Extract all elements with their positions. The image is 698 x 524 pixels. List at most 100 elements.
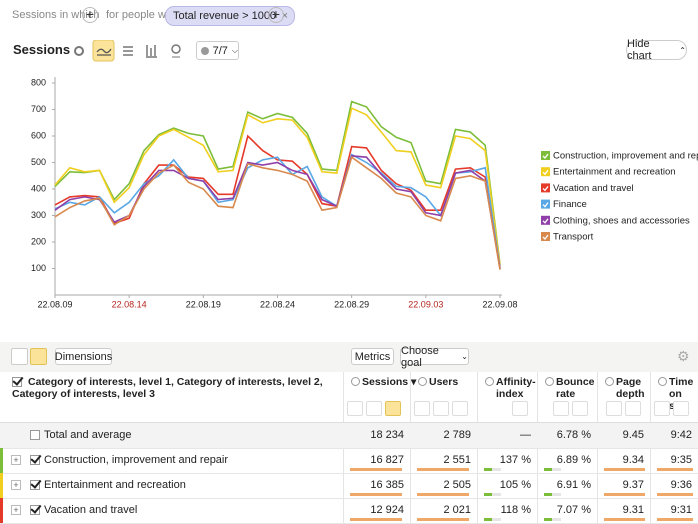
view-toggle[interactable] — [512, 401, 528, 416]
series-line — [55, 108, 500, 266]
row-divider — [0, 473, 698, 474]
cell: 9.34 — [623, 454, 644, 466]
cell: 12 924 — [370, 504, 404, 516]
row-label: Entertainment and recreation — [44, 479, 186, 491]
cell-bar — [350, 493, 402, 496]
row-divider — [0, 498, 698, 499]
cell-bar — [604, 518, 645, 521]
cell-bar — [417, 518, 469, 521]
series-line — [55, 156, 500, 269]
cell: 105 % — [500, 479, 531, 491]
cell: 9.31 — [623, 504, 644, 516]
expand-button[interactable]: + — [11, 480, 21, 490]
cell: 9.37 — [623, 479, 644, 491]
cell: 137 % — [500, 454, 531, 466]
view-toggle[interactable] — [673, 401, 689, 416]
cell: 7.07 % — [557, 504, 591, 516]
row-checkbox[interactable] — [30, 455, 40, 465]
info-icon[interactable] — [545, 377, 554, 386]
legend-swatch — [541, 183, 550, 192]
metrics-label: Metrics — [355, 351, 390, 363]
cell-bar — [544, 468, 552, 471]
x-tick-label: 22.08.29 — [334, 299, 369, 309]
cell: 18 234 — [370, 429, 404, 441]
cell: 16 385 — [370, 479, 404, 491]
column-header: Bounce rate — [545, 376, 590, 400]
cell: 2 505 — [443, 479, 471, 491]
y-tick-label: 800 — [31, 77, 46, 87]
legend-swatch — [541, 232, 550, 241]
view-toggle[interactable] — [606, 401, 622, 416]
expand-button[interactable]: + — [11, 505, 21, 515]
cell: 9:42 — [671, 429, 692, 441]
row-color — [0, 448, 3, 473]
info-icon[interactable] — [351, 377, 360, 386]
cell-bar — [417, 493, 469, 496]
cell: 9:36 — [671, 479, 692, 491]
settings-gear[interactable]: ⚙ — [677, 348, 690, 365]
cell: 6.78 % — [557, 429, 591, 441]
column-header: Page depth — [605, 376, 644, 400]
legend-swatch — [541, 200, 550, 209]
dimensions-button[interactable]: Dimensions — [55, 348, 112, 365]
view-toggle[interactable] — [553, 401, 569, 416]
y-tick-label: 300 — [31, 210, 46, 220]
column-header: Sessions ▾ — [351, 376, 416, 388]
view-toggle[interactable] — [625, 401, 641, 416]
cell-bar — [484, 518, 492, 521]
row-checkbox[interactable] — [30, 480, 40, 490]
cell: 16 827 — [370, 454, 404, 466]
x-tick-label: 22.08.14 — [112, 299, 147, 309]
row-label: Vacation and travel — [44, 504, 137, 516]
cell-bar — [604, 493, 645, 496]
metrics-button[interactable]: Metrics — [351, 348, 394, 365]
view-toggle[interactable] — [452, 401, 468, 416]
view-toggle[interactable] — [654, 401, 670, 416]
view-toggle[interactable] — [347, 401, 363, 416]
cell: 2 551 — [443, 454, 471, 466]
view-toggle[interactable] — [433, 401, 449, 416]
x-tick-label: 22.09.03 — [408, 299, 443, 309]
info-icon[interactable] — [605, 377, 614, 386]
cell-bar — [657, 493, 693, 496]
info-icon[interactable] — [418, 377, 427, 386]
cell-bar — [417, 468, 469, 471]
goal-dropdown[interactable]: Choose goal ⌄ — [400, 348, 469, 365]
legend-label: Clothing, shoes and accessories — [553, 215, 690, 226]
cell: 118 % — [501, 504, 531, 516]
legend-label: Transport — [553, 232, 594, 243]
cell: — — [520, 429, 531, 441]
legend-swatch — [541, 151, 550, 160]
info-icon[interactable] — [658, 377, 667, 386]
flat-view[interactable] — [11, 348, 28, 365]
view-toggle[interactable] — [385, 401, 401, 416]
dimensions-label: Dimensions — [55, 351, 112, 363]
cell-bar — [544, 518, 552, 521]
cell-bar — [544, 493, 552, 496]
row-label: Total and average — [44, 429, 131, 441]
expand-button[interactable]: + — [11, 455, 21, 465]
tree-view[interactable] — [30, 348, 47, 365]
cell: 2 021 — [443, 504, 471, 516]
cell: 6.89 % — [557, 454, 591, 466]
y-tick-label: 500 — [31, 157, 46, 167]
legend-label: Construction, improvement and repair — [553, 151, 698, 162]
legend-label: Finance — [553, 199, 587, 210]
legend-swatch — [541, 167, 550, 176]
y-tick-label: 700 — [31, 104, 46, 114]
row-color — [0, 498, 3, 523]
goal-label: Choose goal — [401, 345, 458, 369]
view-toggle[interactable] — [366, 401, 382, 416]
row-color — [0, 473, 3, 498]
row-checkbox[interactable] — [30, 505, 40, 515]
x-tick-label: 22.08.19 — [186, 299, 221, 309]
row-checkbox[interactable] — [30, 430, 40, 440]
view-toggle[interactable] — [572, 401, 588, 416]
cell: 2 789 — [443, 429, 471, 441]
view-toggle[interactable] — [414, 401, 430, 416]
cell-bar — [484, 493, 492, 496]
cell-bar — [484, 468, 492, 471]
info-icon[interactable] — [485, 377, 494, 386]
cell-bar — [657, 468, 693, 471]
